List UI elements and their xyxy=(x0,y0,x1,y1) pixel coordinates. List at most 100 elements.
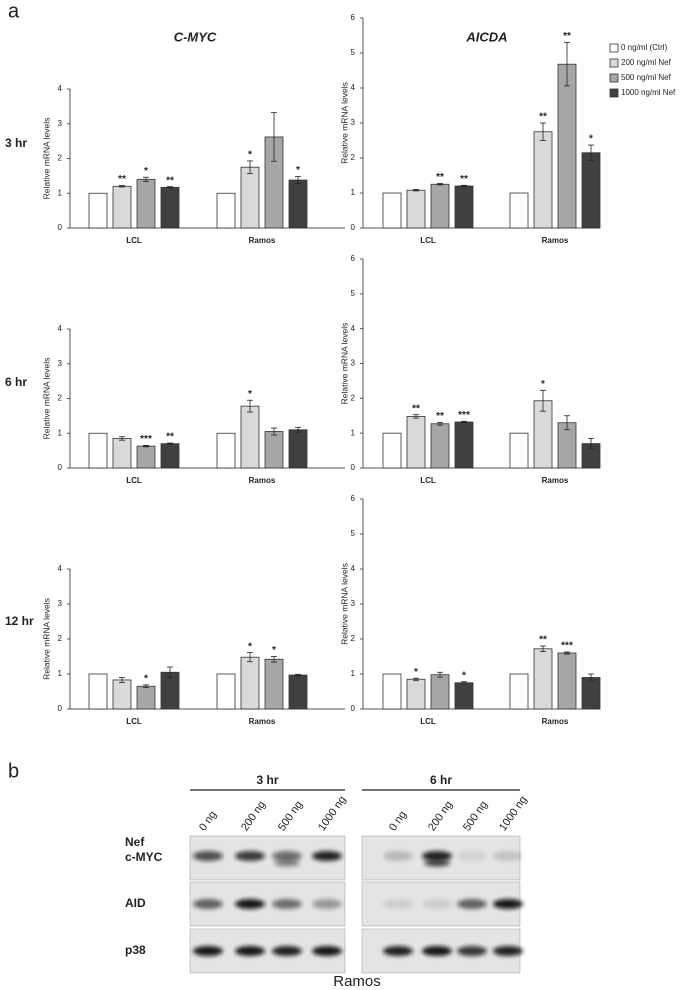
error-bar xyxy=(437,183,443,186)
error-bar xyxy=(271,112,277,162)
bar xyxy=(454,682,474,710)
x-tick-label: LCL xyxy=(126,236,142,245)
error-bar xyxy=(295,176,301,184)
bar xyxy=(216,432,236,469)
y-tick-label: 1 xyxy=(351,188,356,197)
error-bar xyxy=(271,656,277,663)
y-axis-label: Relative mRNA levels xyxy=(41,358,51,440)
error-bar xyxy=(437,421,443,426)
bar xyxy=(533,131,553,229)
y-tick-label: 3 xyxy=(351,599,356,608)
y-tick-label: 1 xyxy=(58,188,63,197)
significance: * xyxy=(248,389,252,400)
bar xyxy=(88,192,108,229)
y-axis-label: Relative mRNA levels xyxy=(339,323,349,405)
bar xyxy=(88,673,108,710)
y-tick-label: 4 xyxy=(58,324,63,333)
row-label: 6 hr xyxy=(5,375,27,389)
bar xyxy=(136,445,156,469)
y-tick-label: 0 xyxy=(351,704,356,713)
error-bar xyxy=(540,122,546,141)
significance: * xyxy=(541,379,545,390)
significance: ** xyxy=(539,635,547,646)
significance: ** xyxy=(539,112,547,123)
bar xyxy=(454,421,474,469)
error-bar xyxy=(413,677,419,681)
legend-swatch xyxy=(609,88,619,98)
y-tick-label: 2 xyxy=(351,634,356,643)
error-bar xyxy=(247,399,253,413)
significance: * xyxy=(248,641,252,652)
band xyxy=(272,851,302,861)
significance: ** xyxy=(436,411,444,422)
group-label: 6 hr xyxy=(430,773,452,787)
bar xyxy=(382,432,402,469)
row-label: c-MYC xyxy=(125,850,163,864)
lane-label: 500 ng xyxy=(461,799,490,833)
significance: * xyxy=(296,165,300,176)
bar xyxy=(288,179,308,229)
bar xyxy=(430,423,450,469)
band xyxy=(235,851,265,861)
y-tick-label: 4 xyxy=(351,564,356,573)
y-tick-label: 0 xyxy=(58,704,63,713)
error-bar xyxy=(564,415,570,431)
error-bar xyxy=(461,420,467,424)
error-bar xyxy=(143,445,149,448)
error-bar xyxy=(588,144,594,161)
error-bar xyxy=(295,426,301,433)
bar xyxy=(533,648,553,710)
legend-swatch xyxy=(609,73,619,83)
error-bar xyxy=(143,176,149,182)
bar xyxy=(216,192,236,229)
significance: * xyxy=(248,150,252,161)
lane-label: 0 ng xyxy=(197,809,219,833)
cell-line: Ramos xyxy=(333,973,381,990)
legend-label: 500 ng/ml Nef xyxy=(621,73,672,82)
band xyxy=(312,946,342,956)
y-tick-label: 0 xyxy=(351,463,356,472)
significance: ** xyxy=(118,174,126,185)
bar xyxy=(430,674,450,710)
error-bar xyxy=(413,414,419,419)
x-tick-label: Ramos xyxy=(249,236,276,245)
y-tick-label: 3 xyxy=(58,599,63,608)
error-bar xyxy=(588,437,594,450)
bar xyxy=(406,416,426,469)
bar xyxy=(136,178,156,229)
error-bar xyxy=(119,185,125,188)
y-tick-label: 2 xyxy=(58,394,63,403)
y-tick-label: 2 xyxy=(351,153,356,162)
band xyxy=(457,851,487,861)
bar xyxy=(509,673,529,710)
y-tick-label: 6 xyxy=(351,13,356,22)
error-bar xyxy=(143,684,149,689)
band xyxy=(422,946,452,956)
bar xyxy=(112,679,132,710)
bar xyxy=(406,189,426,229)
bar xyxy=(288,429,308,469)
y-tick-label: 3 xyxy=(351,359,356,368)
band xyxy=(457,946,487,956)
bar xyxy=(264,431,284,469)
significance: ** xyxy=(460,174,468,185)
row-label: p38 xyxy=(125,943,146,957)
y-tick-label: 4 xyxy=(58,564,63,573)
significance: * xyxy=(272,645,276,656)
x-tick-label: LCL xyxy=(420,476,436,485)
bar xyxy=(581,677,601,710)
y-tick-label: 4 xyxy=(351,83,356,92)
y-axis-label: Relative mRNA levels xyxy=(41,118,51,200)
y-tick-label: 1 xyxy=(351,669,356,678)
lane-label: 1000 ng xyxy=(497,794,530,833)
group-label: 3 hr xyxy=(256,773,278,787)
error-bar xyxy=(564,651,570,655)
error-bar xyxy=(540,645,546,652)
bar xyxy=(112,185,132,229)
significance: ** xyxy=(166,432,174,443)
band xyxy=(422,851,452,861)
bar xyxy=(581,152,601,229)
y-tick-label: 2 xyxy=(351,393,356,402)
bar xyxy=(288,674,308,710)
error-bar xyxy=(437,671,443,678)
